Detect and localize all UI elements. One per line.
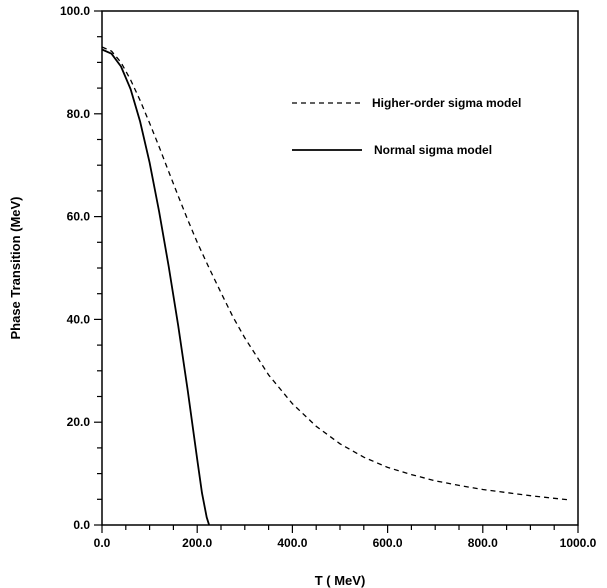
axis-tick-labels: 0.0 200.0 400.0 600.0 800.0 1000.0 0.0 20.0 40.0…: [60, 4, 597, 550]
series-lines: [101, 46, 569, 526]
y-tick-label: 100.0: [60, 4, 90, 18]
x-tick-label: 600.0: [373, 536, 403, 550]
x-tick-label: 1000.0: [560, 536, 597, 550]
x-axis-title: T ( MeV): [315, 573, 366, 588]
y-tick-label: 40.0: [67, 312, 91, 326]
series-line-normal-sigma-model: [101, 48, 210, 526]
series-line-higher-order-sigma-model: [101, 46, 569, 501]
y-tick-label: 80.0: [67, 107, 91, 121]
x-tick-label: 0.0: [94, 536, 111, 550]
axis-ticks: [94, 10, 579, 533]
y-tick-label: 60.0: [67, 210, 91, 224]
legend-label-normal-sigma-model: Normal sigma model: [374, 143, 492, 157]
x-tick-label: 400.0: [277, 536, 307, 550]
x-tick-label: 200.0: [182, 536, 212, 550]
plot-area: [101, 10, 579, 526]
y-tick-label: 0.0: [73, 518, 90, 532]
legend-label-higher-order-sigma-model: Higher-order sigma model: [372, 96, 521, 110]
y-tick-label: 20.0: [67, 415, 91, 429]
x-tick-label: 800.0: [468, 536, 498, 550]
y-axis-title: Phase Transition (MeV): [8, 196, 23, 339]
legend: Higher-order sigma model Normal sigma mod…: [292, 96, 521, 157]
